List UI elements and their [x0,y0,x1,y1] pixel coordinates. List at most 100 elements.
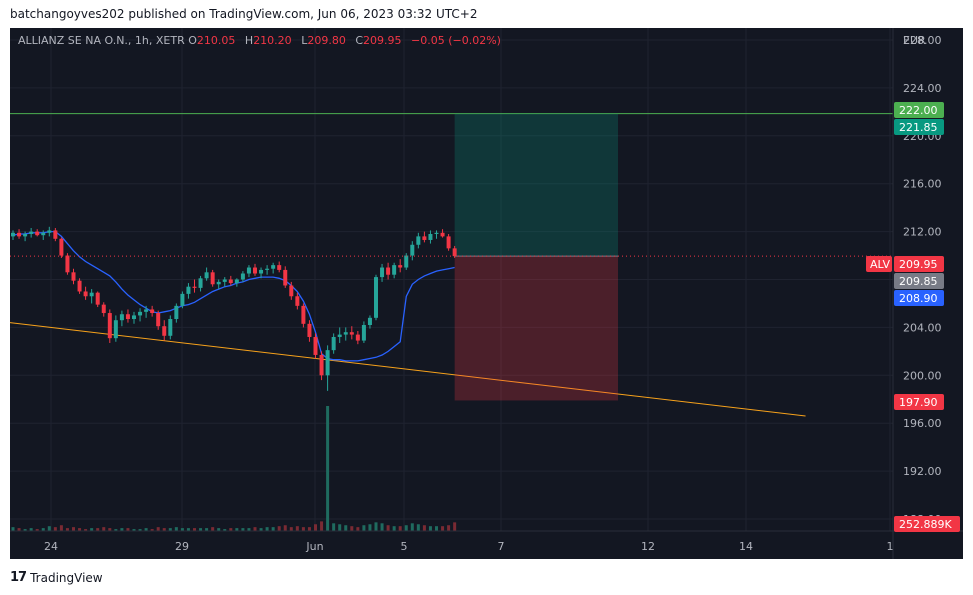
low-key: L [301,34,308,47]
volume-bar [289,527,293,531]
price-label-box [894,102,944,118]
volume-bar [356,527,360,531]
candle-body [355,334,360,341]
volume-bar [416,524,420,531]
candle-body [210,272,215,285]
price-label-box [894,119,944,135]
volume-bar [108,528,112,531]
candle-body [132,315,136,320]
long-position-tool [454,113,618,401]
volume-bar [11,527,15,531]
price-label-target: 221.85 [899,121,938,134]
price-label-target-high: 222.00 [899,104,938,117]
volume-bar [295,526,299,531]
price-label-box [894,256,944,272]
volume-bar [404,525,408,531]
volume-bar [338,524,342,531]
volume-bar [253,527,257,531]
volume-bar [326,406,330,531]
moving-average [12,230,455,362]
tradingview-logo-icon: 17 [10,570,27,585]
volume-bar [138,529,142,531]
volume-bar [223,529,227,531]
volume-bar [386,525,390,531]
candle-body [222,279,227,282]
volume-bar [199,528,203,531]
time-tick-label: 14 [739,540,753,553]
volume-bar [422,525,426,531]
candle-body [410,244,415,256]
candle-body [446,236,451,249]
price-tick-label: 200.00 [903,369,942,382]
volume-bar [428,526,432,531]
volume-bar [120,528,124,531]
brand-name: TradingView [30,570,103,585]
candle-body [77,280,82,292]
volume-bar [102,527,106,531]
candle-body [198,278,203,288]
candle-body [428,233,433,240]
candle-body [325,350,330,376]
symbol-tag: ALV [870,258,890,271]
volume-bar [362,525,366,531]
candle-body [71,272,76,281]
moving-average-line [12,230,455,362]
price-tick-label: 212.00 [903,226,942,239]
candle-body [234,279,239,284]
low-value: 209.80 [307,34,346,47]
price-label-box [894,394,944,410]
candle-body [83,291,88,297]
volume-bar [265,527,269,531]
candle-body [23,233,28,237]
candle-body [186,286,191,294]
candle-body [95,292,100,305]
volume-bar [78,528,82,531]
volume-bar [453,522,457,531]
candle-body [313,336,318,355]
volume-bar [53,527,57,531]
candle-body [349,332,354,335]
candle-body [307,323,312,337]
time-tick-label: 5 [401,540,408,553]
volume-bar [126,528,130,531]
volume-bar [41,528,45,531]
volume-bar [301,527,305,531]
candle-body [386,267,391,275]
candle-body [65,255,70,273]
time-tick-label: 7 [498,540,505,553]
price-tick-label: 216.00 [903,178,942,191]
price-label-box [894,273,944,289]
time-tick-label: Jun [305,540,323,553]
candle-body [253,267,257,274]
volume-bar [320,521,324,531]
chart-pane[interactable] [10,28,963,559]
price-label-stop: 197.90 [899,396,938,409]
candle-body [240,273,245,280]
candle-body [101,304,106,314]
volume-bar [96,528,100,531]
volume-bar [368,524,372,531]
candle-body [301,305,306,324]
candle-body [289,285,294,297]
candle-body [162,326,167,336]
tradingview-logo[interactable]: 17 TradingView [10,570,103,585]
time-tick-label: 29 [175,540,189,553]
volume-bar [193,528,196,531]
price-label-box [894,516,960,532]
candle-body [283,269,288,286]
publish-header: batchangoyves202 published on TradingVie… [0,0,973,28]
candle-body [228,279,233,284]
grid-lines [10,28,893,531]
volume-bar [392,526,396,531]
candle-body [277,265,282,270]
volume-bar [156,527,160,531]
volume-bar [229,528,233,531]
candle-body [259,269,264,274]
volume-bar [205,528,209,531]
trendline [9,322,806,417]
candle-body [89,292,94,297]
volume-bar [441,526,445,531]
volume-bar [332,523,336,531]
open-key: O [188,34,197,47]
